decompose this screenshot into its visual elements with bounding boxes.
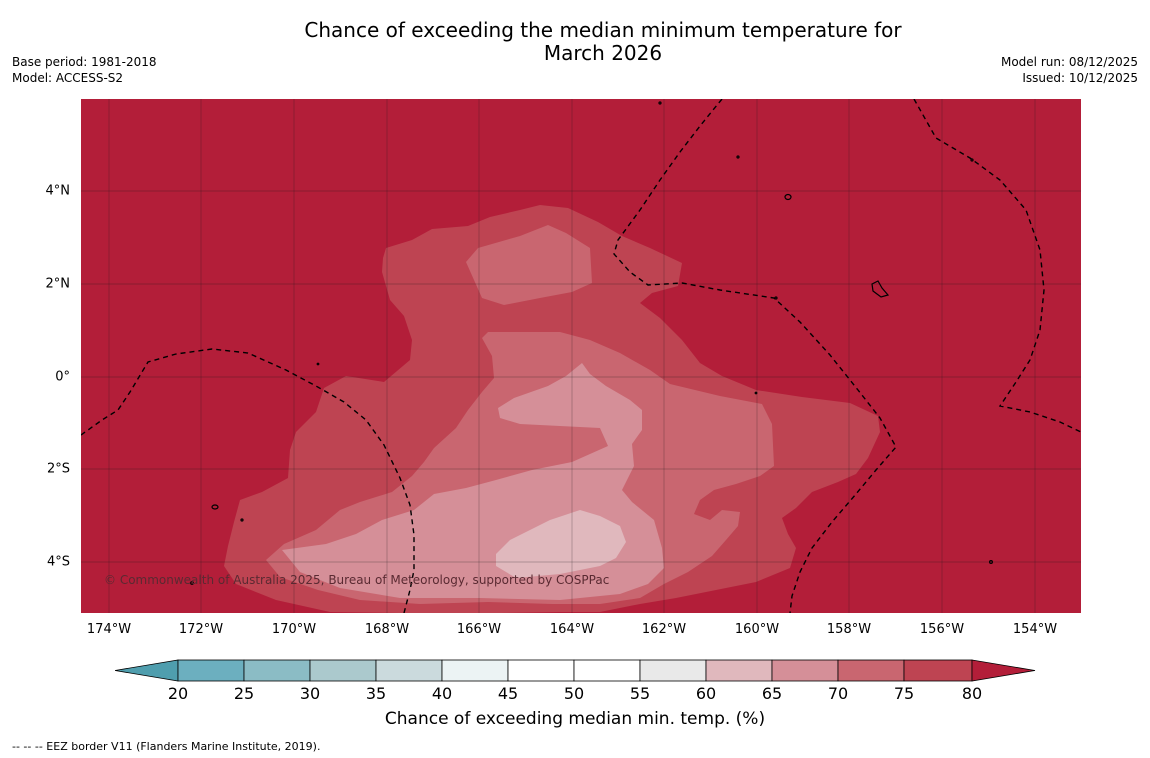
lon-label-156w: 156°W <box>919 622 965 637</box>
colorbar-bin-60-65 <box>705 659 773 682</box>
island-2 <box>871 280 890 298</box>
colorbar-bin-70-75 <box>837 659 905 682</box>
colorbar-bin-20-25 <box>177 659 245 682</box>
lon-label-172w: 172°W <box>178 622 224 637</box>
island-8 <box>970 158 974 162</box>
lon-label-174w: 174°W <box>86 622 132 637</box>
colorbar-tick-60: 60 <box>695 684 717 703</box>
base-period: Base period: 1981-2018 <box>12 55 157 69</box>
colorbar-bin-45-50 <box>507 659 575 682</box>
lon-label-158w: 158°W <box>826 622 872 637</box>
colorbar-bin-40-45 <box>441 659 509 682</box>
colorbar-tick-75: 75 <box>893 684 915 703</box>
map-title-line2: March 2026 <box>543 41 663 65</box>
lon-label-166w: 166°W <box>456 622 502 637</box>
island-10 <box>658 101 662 105</box>
colorbar-bin-35-40 <box>375 659 443 682</box>
colorbar-bin-50-55 <box>573 659 641 682</box>
island-3 <box>211 504 219 510</box>
colorbar-bin-65-70 <box>771 659 839 682</box>
colorbar-bin-75-80 <box>903 659 973 682</box>
lon-label-162w: 162°W <box>641 622 687 637</box>
map-canvas <box>81 99 1081 613</box>
colorbar-tick-55: 55 <box>629 684 651 703</box>
island-6 <box>988 559 993 564</box>
colorbar-tick-35: 35 <box>365 684 387 703</box>
colorbar <box>114 659 1037 689</box>
eez-footnote: -- -- -- EEZ border V11 (Flanders Marine… <box>12 740 321 753</box>
zone-60-65 <box>496 510 626 578</box>
eez-border-west <box>81 348 415 613</box>
lon-label-154w: 154°W <box>1012 622 1058 637</box>
model-run: Model run: 08/12/2025 <box>1000 55 1138 69</box>
lon-label-168w: 168°W <box>364 622 410 637</box>
lat-label-2s: 2°S <box>46 461 70 477</box>
colorbar-bin-25-30 <box>243 659 311 682</box>
island-9 <box>774 296 778 300</box>
map-panel <box>81 99 1081 613</box>
colorbar-tick-45: 45 <box>497 684 519 703</box>
map-title: Chance of exceeding the median minimum t… <box>250 19 956 65</box>
map-title-line1: Chance of exceeding the median minimum t… <box>304 18 902 42</box>
issued-date: Issued: 10/12/2025 <box>1022 71 1138 85</box>
colorbar-arrow-high <box>971 659 1036 682</box>
zone-70-75 <box>466 225 592 305</box>
lat-label-4s: 4°S <box>46 554 70 570</box>
colorbar-tick-80: 80 <box>961 684 983 703</box>
colorbar-tick-20: 20 <box>167 684 189 703</box>
island-5 <box>190 581 194 585</box>
meta-right: Model run: 08/12/2025 Issued: 10/12/2025 <box>1001 54 1138 86</box>
eez-border-east <box>913 99 1081 433</box>
island-11 <box>754 391 758 395</box>
lat-label-4n: 4°N <box>45 183 71 199</box>
colorbar-bin-55-60 <box>639 659 707 682</box>
colorbar-bin-30-35 <box>309 659 377 682</box>
eez-borders <box>81 99 1081 613</box>
island-1 <box>784 193 792 201</box>
colorbar-tick-40: 40 <box>431 684 453 703</box>
lon-label-164w: 164°W <box>549 622 595 637</box>
lon-label-160w: 160°W <box>734 622 780 637</box>
islands <box>190 101 993 585</box>
copyright-notice: © Commonwealth of Australia 2025, Bureau… <box>104 573 610 587</box>
eez-border-central <box>613 99 897 613</box>
colorbar-tick-50: 50 <box>563 684 585 703</box>
lat-label-2n: 2°N <box>45 276 71 292</box>
island-4 <box>240 518 244 522</box>
colorbar-tick-70: 70 <box>827 684 849 703</box>
meta-left: Base period: 1981-2018 Model: ACCESS-S2 <box>12 54 157 86</box>
lon-label-170w: 170°W <box>271 622 317 637</box>
island-7 <box>736 155 740 159</box>
colorbar-graphic <box>114 659 1036 682</box>
colorbar-tick-65: 65 <box>761 684 783 703</box>
graticule <box>81 99 1081 613</box>
lat-label-0: 0° <box>55 369 70 385</box>
model-name: Model: ACCESS-S2 <box>12 71 124 85</box>
island-12 <box>316 362 320 366</box>
colorbar-tick-25: 25 <box>233 684 255 703</box>
colorbar-tick-30: 30 <box>299 684 321 703</box>
colorbar-arrow-low <box>114 659 179 682</box>
colorbar-label: Chance of exceeding median min. temp. (%… <box>384 709 766 729</box>
